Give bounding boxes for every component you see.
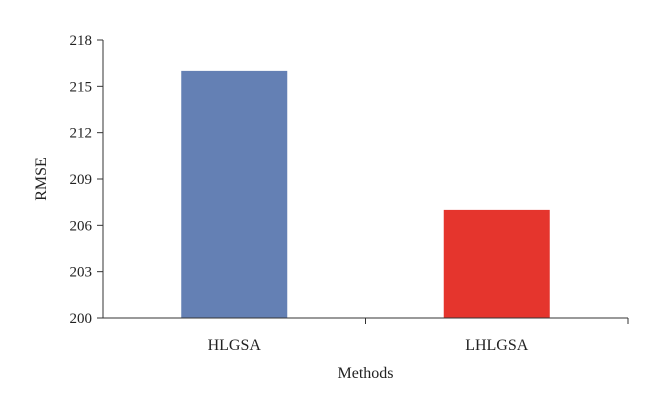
x-axis-ticks: HLGSA LHLGSA — [208, 318, 629, 354]
y-axis-label: RMSE — [33, 157, 50, 201]
y-tick-label: 218 — [70, 33, 93, 49]
y-tick-label: 212 — [70, 126, 93, 142]
x-tick-label: HLGSA — [208, 337, 262, 354]
bar-lhlgsa — [443, 209, 550, 318]
y-tick-label: 215 — [70, 79, 93, 95]
y-tick-label: 209 — [70, 172, 93, 188]
x-tick-label: LHLGSA — [465, 337, 529, 354]
x-axis-label: Methods — [338, 365, 394, 382]
y-tick-label: 200 — [70, 311, 93, 327]
bar-hlgsa — [181, 70, 288, 318]
y-tick-label: 206 — [70, 218, 93, 234]
y-tick-label: 203 — [70, 265, 93, 281]
y-axis-ticks: 200 203 206 209 212 215 218 — [70, 33, 103, 327]
bars — [181, 70, 550, 318]
